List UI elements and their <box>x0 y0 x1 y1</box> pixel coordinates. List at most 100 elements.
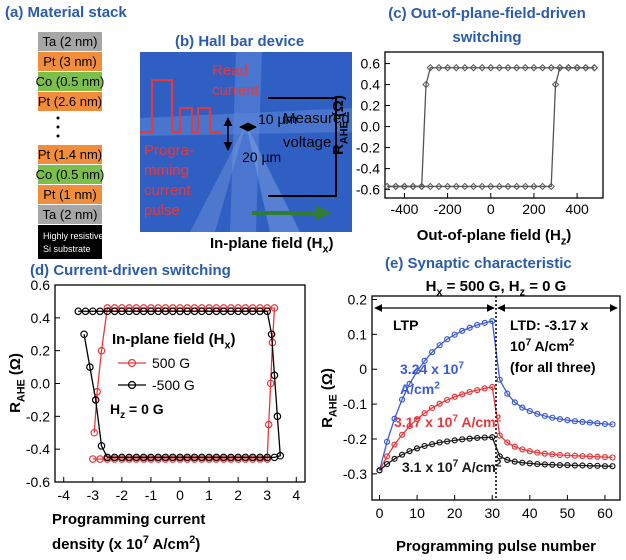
data-point <box>481 385 488 392</box>
y-tick-label: 0.2 <box>31 343 51 359</box>
layer-label: Pt (2.6 nm) <box>38 94 102 109</box>
x-tick-label: 1 <box>205 487 213 503</box>
x-tick-label: 400 <box>565 201 589 217</box>
data-point <box>530 182 538 191</box>
annotation-part: = 0 G <box>125 401 164 417</box>
legend-label: 500 G <box>152 355 190 371</box>
voltage-bracket <box>268 97 337 197</box>
panel-title: (b) Hall bar device <box>175 33 304 50</box>
data-point <box>435 182 443 191</box>
chart-subtitle-part: = 0 G <box>525 278 566 295</box>
data-point <box>461 182 469 191</box>
data-point <box>391 441 398 448</box>
data-point <box>511 399 518 406</box>
data-point <box>176 453 184 462</box>
data-point <box>422 80 430 89</box>
series-label-part: 7 <box>458 360 464 371</box>
data-point <box>582 64 590 72</box>
dimension-label: 10 µm <box>258 111 297 127</box>
data-point <box>489 383 496 391</box>
programming-label: Progra-mming current pulse <box>144 142 194 219</box>
series-label-part: A/cm <box>458 459 496 475</box>
read-current-label-part: Read <box>212 62 248 79</box>
data-point <box>551 80 560 89</box>
x-tick-label: 60 <box>597 505 613 521</box>
data-point <box>444 336 451 343</box>
data-point <box>413 415 421 423</box>
y-tick-label: 0.2 <box>361 98 381 114</box>
data-point <box>487 182 495 191</box>
y-axis-label-part: R <box>330 144 347 155</box>
series-label-part: A/cm <box>400 381 434 397</box>
data-point <box>451 393 458 400</box>
data-point <box>526 407 533 415</box>
data-point <box>125 453 133 462</box>
data-point <box>452 182 460 191</box>
data-point <box>183 307 192 316</box>
series-label-part: A/cm <box>458 414 496 430</box>
data-point <box>601 463 609 470</box>
data-point <box>512 64 521 72</box>
chart-title: (c) Out-of-plane-field-driven switching <box>388 5 586 46</box>
x-tick-label: 0 <box>487 201 495 217</box>
data-point <box>538 64 547 72</box>
data-point <box>161 307 170 316</box>
stack-ellipsis <box>56 125 60 129</box>
series-line <box>387 67 595 188</box>
data-point <box>264 420 273 429</box>
x-tick-label: -3 <box>87 487 100 503</box>
series-label-part: 7 <box>453 458 459 469</box>
data-point <box>421 442 428 450</box>
data-point <box>534 410 541 417</box>
data-point <box>103 453 112 462</box>
data-point <box>190 453 199 462</box>
programming-label-part: pulse <box>144 202 180 219</box>
data-point <box>91 396 100 404</box>
x-tick-label: -2 <box>116 487 129 503</box>
annotation-part: z <box>120 410 125 421</box>
data-point <box>168 453 177 462</box>
data-point <box>609 454 616 461</box>
data-point <box>564 462 571 469</box>
data-point <box>435 64 443 72</box>
data-point <box>504 390 511 397</box>
data-point <box>97 442 106 450</box>
data-point <box>413 445 421 452</box>
data-point <box>426 182 435 191</box>
y-axis-label: RAHE (Ω) <box>319 368 340 428</box>
data-point <box>80 330 88 339</box>
chart-subtitle-part: x <box>437 287 443 299</box>
data-point <box>139 453 148 462</box>
x-tick-label: 0 <box>376 505 384 521</box>
data-point <box>421 357 428 364</box>
stack-layer <box>38 52 102 71</box>
data-point <box>88 307 97 316</box>
device-bar <box>230 52 262 232</box>
data-point <box>519 446 526 453</box>
layer-label: Co (0.5 nm) <box>36 167 105 182</box>
data-point <box>406 448 413 455</box>
data-point <box>125 307 133 316</box>
x-tick-label: -200 <box>434 201 462 217</box>
data-point <box>409 182 417 191</box>
data-point <box>273 412 282 421</box>
legend-swatch <box>127 358 137 368</box>
y-tick-label: 0.2 <box>348 291 368 307</box>
voltage-label: Measured voltage <box>283 110 350 151</box>
x-tick-label: 4 <box>292 487 300 503</box>
panel-title-part: (b) Hall bar device <box>175 33 304 50</box>
data-point <box>534 460 541 468</box>
read-current-label: Read current <box>212 62 260 99</box>
annotation-part: A/cm <box>531 338 569 354</box>
layer-label: Ta (2 nm) <box>43 34 98 49</box>
x-tick-label: 0 <box>176 487 184 503</box>
data-point <box>504 182 512 191</box>
data-point <box>504 456 511 463</box>
data-point <box>256 307 264 316</box>
data-point <box>96 455 104 463</box>
legend-title: In-plane field (Hx) <box>112 331 236 352</box>
y-axis-label: RAHE (Ω) <box>7 353 28 413</box>
stack-ellipsis <box>56 134 60 138</box>
series-label: 3.1 x 107 A/cm2 <box>402 458 502 475</box>
